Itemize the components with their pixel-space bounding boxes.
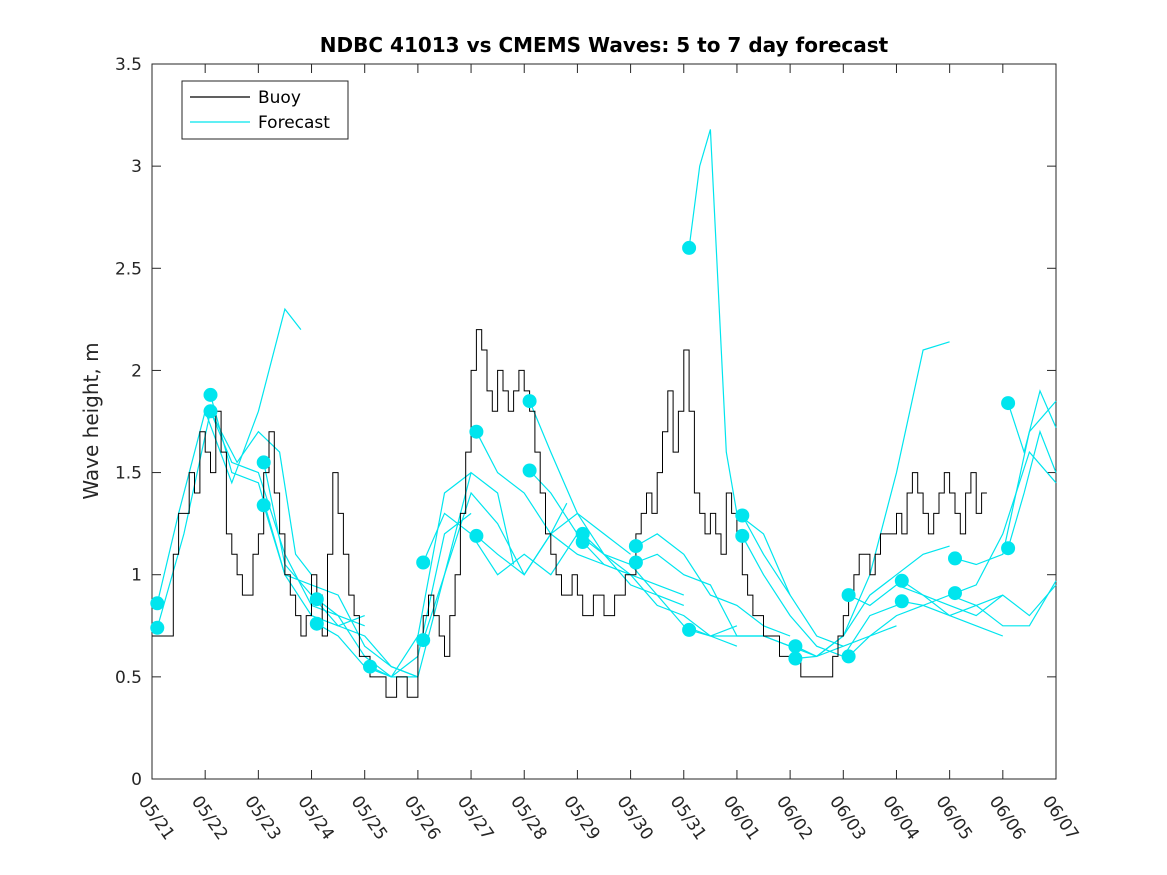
- legend-box: [181, 80, 349, 140]
- y-tick-label: 3: [131, 157, 142, 177]
- forecast-start-marker-8: [309, 616, 324, 631]
- forecast-start-markers: [150, 240, 1016, 674]
- forecast-start-marker-17: [575, 535, 590, 549]
- forecast-start-marker-6: [256, 498, 271, 513]
- forecast-start-marker-26: [841, 588, 856, 603]
- forecast-start-marker-27: [841, 649, 856, 664]
- forecast-start-marker-10: [416, 555, 431, 570]
- forecast-start-marker-15: [522, 463, 537, 478]
- forecast-start-marker-12: [469, 424, 484, 439]
- forecast-start-marker-13: [469, 528, 484, 543]
- chart-title: NDBC 41013 vs CMEMS Waves: 5 to 7 day fo…: [320, 33, 889, 57]
- forecast-start-marker-5: [256, 455, 271, 470]
- forecast-line-28: [901, 580, 1057, 617]
- forecast-start-marker-32: [1001, 396, 1016, 411]
- y-tick-label: 1: [131, 566, 142, 586]
- forecast-start-marker-25: [788, 651, 803, 666]
- forecast-start-marker-29: [894, 594, 909, 609]
- forecast-start-marker-9: [363, 659, 377, 674]
- forecast-start-marker-33: [1001, 541, 1016, 556]
- forecast-start-marker-7: [309, 592, 324, 607]
- forecast-line-10: [422, 512, 578, 576]
- y-axis-label: Wave height, m: [79, 342, 103, 499]
- forecast-start-marker-19: [628, 555, 643, 570]
- forecast-start-marker-22: [735, 508, 750, 523]
- forecast-start-marker-2: [150, 620, 165, 635]
- forecast-line-29: [901, 580, 1057, 627]
- forecast-line-33: [1007, 429, 1057, 549]
- forecast-line-23: [741, 535, 897, 658]
- forecast-start-marker-3: [203, 387, 218, 402]
- forecast-start-marker-28: [894, 573, 909, 588]
- y-tick-label: 1.5: [115, 464, 142, 484]
- forecast-line-25: [795, 545, 950, 660]
- forecast-line-31: [954, 450, 1057, 594]
- y-tick-label: 2: [131, 361, 142, 381]
- forecast-line-32: [1007, 389, 1057, 455]
- forecast-start-marker-18: [628, 539, 643, 554]
- plot-frame: [151, 63, 1057, 780]
- y-tick-label: 3.5: [115, 55, 142, 75]
- forecast-start-marker-20: [682, 240, 697, 255]
- forecast-start-marker-21: [682, 622, 697, 637]
- forecast-start-marker-24: [788, 639, 803, 654]
- forecast-line-30: [954, 400, 1057, 566]
- forecast-line-20: [688, 129, 791, 596]
- forecast-start-marker-1: [150, 596, 165, 611]
- forecast-start-marker-11: [416, 633, 431, 648]
- forecast-start-marker-23: [735, 528, 750, 543]
- y-tick-label: 2.5: [115, 259, 142, 279]
- legend: Buoy Forecast: [181, 80, 349, 140]
- forecast-start-marker-30: [948, 551, 962, 566]
- y-tick-label: 0.5: [115, 668, 142, 688]
- forecast-start-marker-31: [948, 586, 962, 601]
- legend-buoy-label: Buoy: [258, 88, 301, 108]
- legend-forecast-label: Forecast: [258, 113, 330, 133]
- plot-area: [151, 63, 1057, 780]
- forecast-start-marker-4: [203, 404, 218, 419]
- forecast-start-marker-14: [522, 394, 537, 409]
- y-tick-label: 0: [131, 770, 142, 790]
